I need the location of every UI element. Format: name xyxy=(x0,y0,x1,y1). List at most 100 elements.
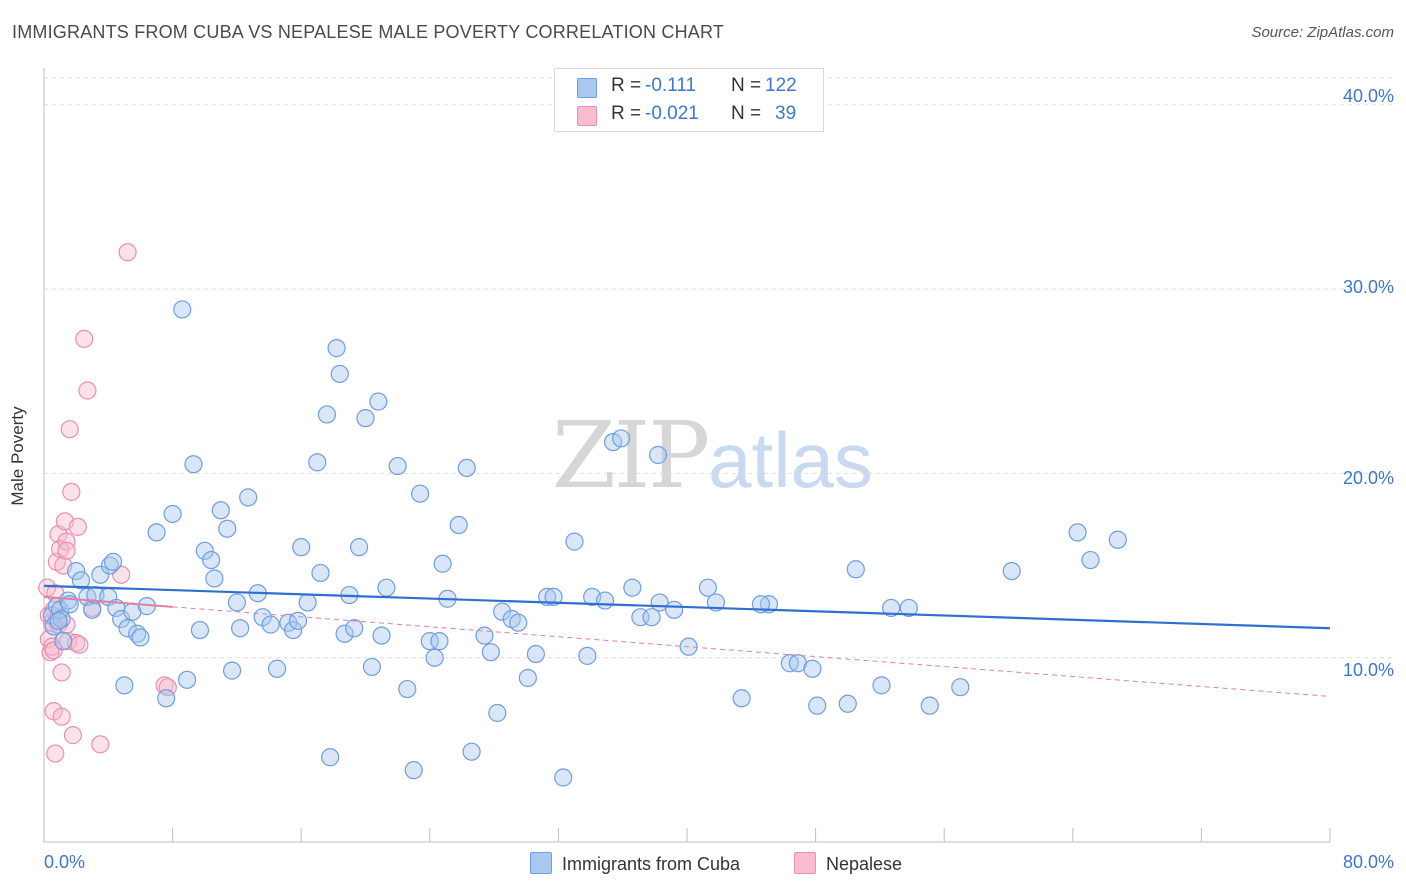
bottom-legend-swatch-cuba xyxy=(530,852,552,874)
cuba-point xyxy=(115,676,134,695)
nepalese-point xyxy=(52,663,71,682)
legend-r-value-cuba: -0.111 xyxy=(645,75,697,96)
cuba-point xyxy=(578,646,597,665)
cuba-point xyxy=(404,761,423,780)
cuba-point xyxy=(518,668,537,688)
nepalese-point xyxy=(60,420,79,439)
cuba-point xyxy=(706,593,726,612)
cuba-point xyxy=(227,593,246,612)
cuba-point xyxy=(362,657,382,677)
cuba-point xyxy=(292,538,311,557)
cuba-point xyxy=(808,696,827,715)
cuba-point xyxy=(449,515,468,535)
cuba-point xyxy=(554,768,573,787)
bottom-legend-cuba: Immigrants from Cuba xyxy=(530,852,740,875)
cuba-point xyxy=(118,619,137,638)
cuba-point xyxy=(920,696,939,715)
bottom-legend-nepalese: Nepalese xyxy=(794,852,902,875)
cuba-point xyxy=(872,676,891,695)
cuba-point xyxy=(184,455,203,474)
cuba-point xyxy=(205,569,224,588)
cuba-point xyxy=(231,619,250,638)
cuba-point xyxy=(52,609,71,629)
cuba-point xyxy=(104,552,123,571)
cuba-point xyxy=(565,532,584,551)
cuba-point xyxy=(218,519,237,538)
nepalese-trend-line-dashed xyxy=(172,606,1331,697)
legend-swatch-nepalese xyxy=(577,106,597,126)
source-label: Source: ZipAtlas.com xyxy=(1251,24,1394,41)
x-tick-label-min: 0.0% xyxy=(44,852,86,872)
cuba-point xyxy=(284,620,303,640)
bottom-legend-swatch-nepalese xyxy=(794,852,816,874)
correlation-legend: R = -0.111 N = 122 R = -0.021 N = 39 xyxy=(554,68,824,132)
cuba-point xyxy=(433,554,452,573)
cuba-point xyxy=(611,429,631,448)
cuba-point xyxy=(623,578,642,597)
legend-swatch-cuba xyxy=(577,78,597,98)
nepalese-point xyxy=(44,641,63,660)
nepalese-trend-line-solid xyxy=(43,595,173,608)
cuba-point xyxy=(595,591,615,610)
cuba-point xyxy=(131,628,150,647)
cuba-point xyxy=(157,689,176,708)
cuba-point xyxy=(330,364,349,384)
nepalese-point xyxy=(75,329,94,348)
cuba-trend-line xyxy=(43,584,1331,630)
cuba-point xyxy=(308,453,327,472)
cuba-point xyxy=(356,409,375,428)
cuba-point xyxy=(425,648,444,667)
cuba-point xyxy=(1108,530,1127,549)
cuba-point xyxy=(239,488,258,507)
legend-r-label: R = xyxy=(611,75,642,96)
legend-n-value-nepalese: 39 xyxy=(775,103,797,124)
nepalese-point xyxy=(118,243,137,262)
cuba-point xyxy=(222,661,242,680)
axis-layer xyxy=(43,68,1331,843)
cuba-point xyxy=(190,620,210,640)
cuba-point xyxy=(377,578,396,597)
watermark-zip: ZIP xyxy=(552,402,710,509)
cuba-point xyxy=(112,609,131,629)
nepalese-point xyxy=(63,726,83,745)
nepalese-point xyxy=(91,735,110,754)
y-tick-label-40: 40.0% xyxy=(1342,86,1394,106)
y-axis-label: Male Poverty xyxy=(8,406,27,506)
cuba-point xyxy=(163,504,182,524)
cuba-point xyxy=(951,678,970,697)
bottom-legend-label-nepalese: Nepalese xyxy=(826,854,903,874)
cuba-point xyxy=(398,679,417,699)
cuba-point xyxy=(83,600,102,619)
cuba-point xyxy=(335,624,354,643)
cuba-point xyxy=(195,541,214,560)
cuba-point xyxy=(177,670,197,689)
cuba-point xyxy=(202,550,221,570)
legend-n-label: N = xyxy=(731,103,762,124)
cuba-point xyxy=(544,587,563,607)
legend-r-label: R = xyxy=(611,103,642,124)
cuba-point xyxy=(526,644,545,664)
cuba-point xyxy=(698,578,717,597)
cuba-point xyxy=(509,613,528,632)
watermark-atlas: atlas xyxy=(708,416,873,504)
cuba-point xyxy=(345,619,364,638)
cuba-point xyxy=(803,659,822,678)
legend-n-value-cuba: 122 xyxy=(765,75,797,96)
cuba-point xyxy=(388,456,407,476)
cuba-point xyxy=(420,632,439,651)
cuba-point xyxy=(462,742,481,761)
cuba-point xyxy=(261,615,280,634)
cuba-point xyxy=(457,458,476,477)
cuba-point xyxy=(411,484,430,503)
cuba-point xyxy=(49,611,68,630)
cuba-point xyxy=(317,405,337,424)
cuba-point xyxy=(211,501,230,520)
cuba-point xyxy=(430,632,449,651)
cuba-point xyxy=(1002,561,1021,581)
cuba-point xyxy=(173,300,192,319)
cuba-point xyxy=(147,523,166,542)
nepalese-point xyxy=(52,707,71,726)
cuba-point xyxy=(372,626,391,645)
nepalese-point xyxy=(57,541,76,560)
